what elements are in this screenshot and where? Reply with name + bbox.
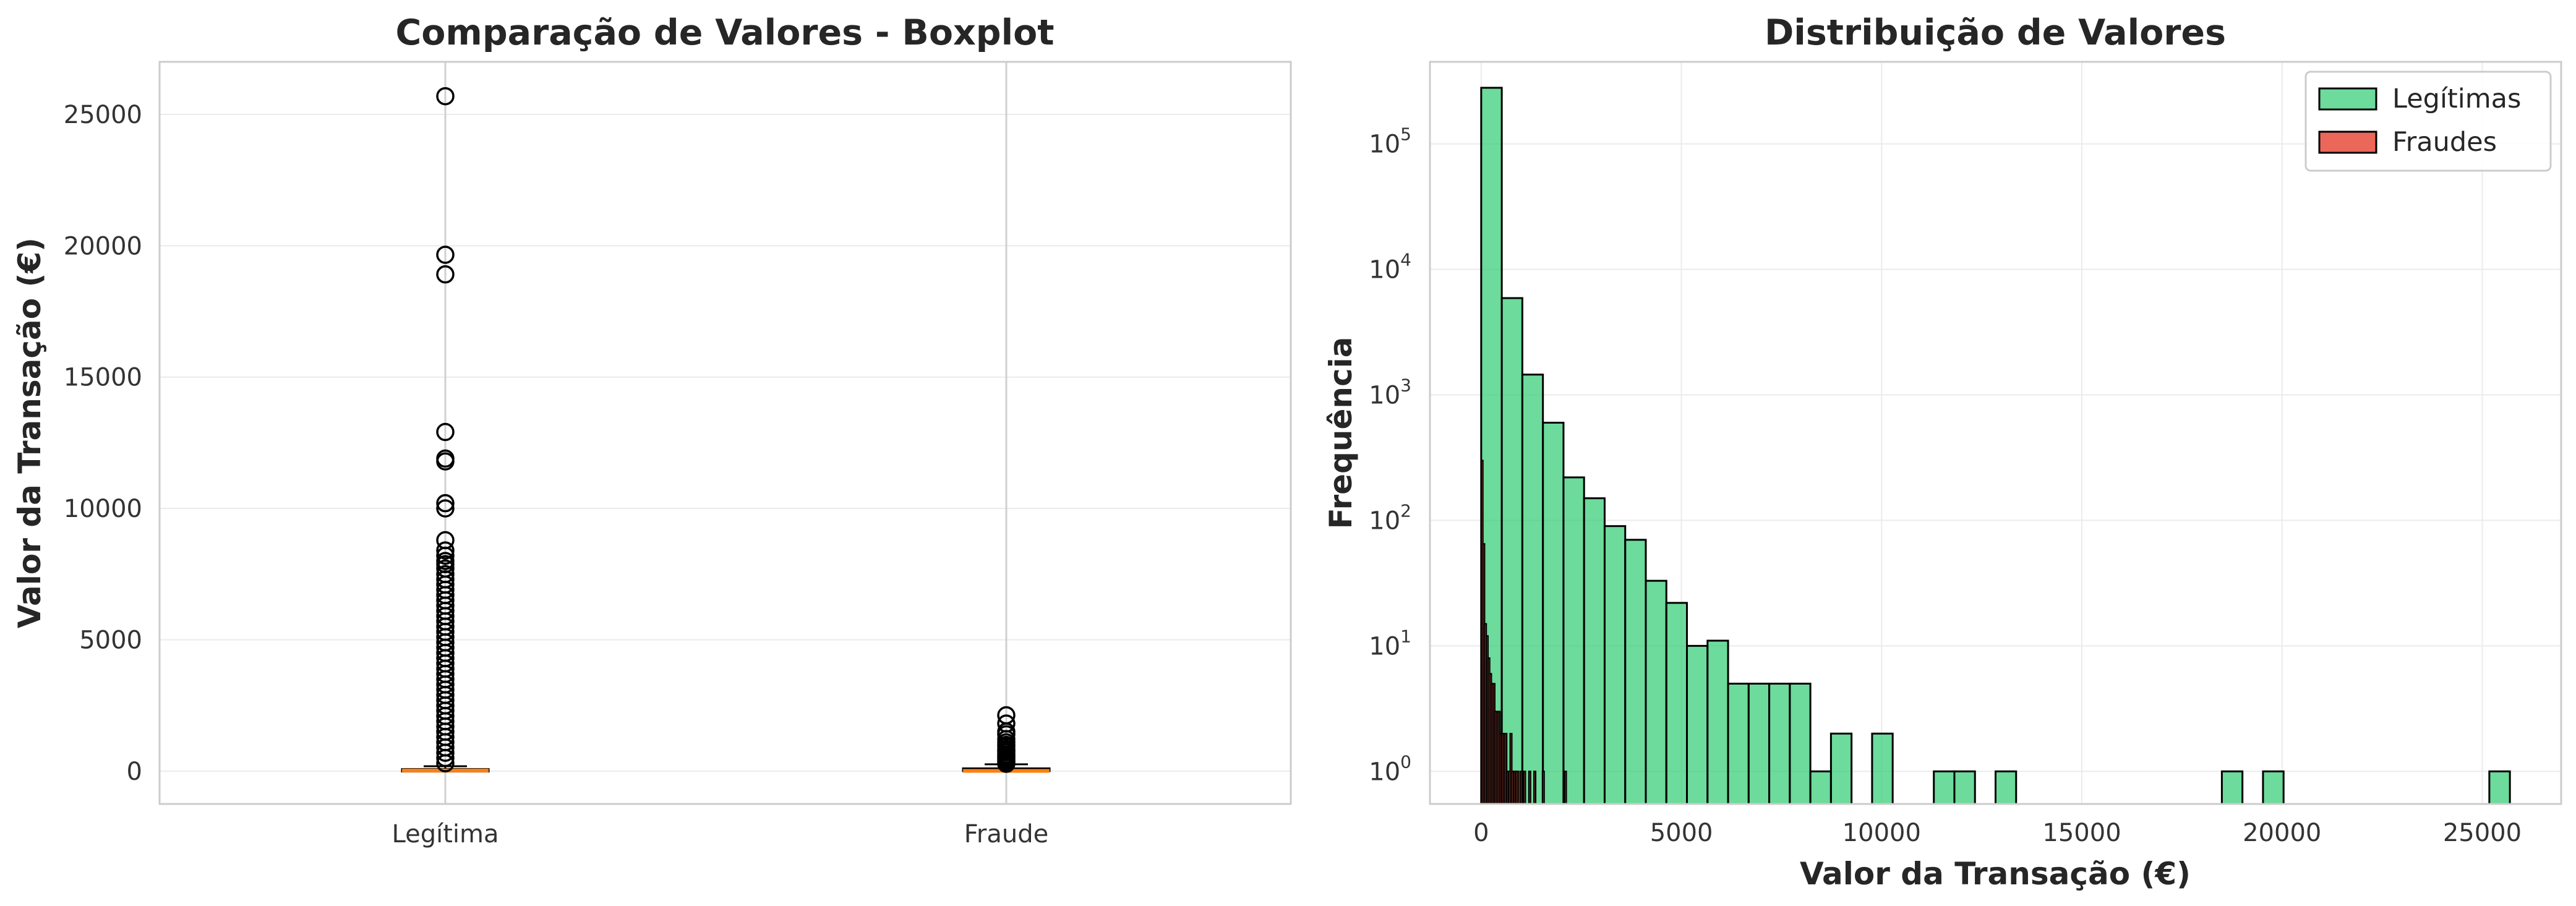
hist-bar	[1665, 602, 1688, 805]
box-outlier	[436, 743, 455, 762]
hist-ytick-label: 104	[1369, 250, 1411, 284]
boxplot-ticks: 0 5000 10000 15000 20000 25000 Legítima Fraude	[64, 101, 1048, 848]
boxplot-ytick-label: 15000	[64, 364, 142, 392]
hist-ytick-label: 105	[1369, 124, 1411, 159]
hist-bar	[2220, 770, 2244, 805]
histogram-title: Distribuição de Valores	[1765, 12, 2226, 53]
hist-bar	[1520, 771, 1523, 805]
boxplot-frame	[158, 61, 1292, 805]
hist-bar	[1542, 421, 1565, 805]
box-outlier	[436, 452, 455, 471]
hist-bar	[1562, 476, 1585, 805]
hist-bar	[1541, 771, 1545, 805]
boxplot-ytick-label: 25000	[64, 101, 142, 129]
legend-label-fraudes: Fraudes	[2392, 127, 2497, 158]
hist-bar	[1528, 771, 1531, 805]
legend-swatch-fraudes	[2318, 130, 2377, 154]
box-outlier	[997, 754, 1016, 773]
box-outlier	[436, 246, 455, 264]
box-outlier	[436, 87, 455, 106]
hist-ytick-label: 101	[1369, 626, 1411, 660]
boxplot-ylabel: Valor da Transação (€)	[12, 237, 48, 628]
hist-bar	[2262, 770, 2285, 805]
box-outlier	[436, 499, 455, 518]
box-outlier	[436, 546, 455, 565]
box-outlier	[436, 754, 455, 772]
histogram-legend: Legítimas Fraudes	[2304, 71, 2552, 172]
box-outlier	[436, 265, 455, 284]
hist-xtick-label: 20000	[2243, 819, 2321, 847]
hist-bar	[1603, 525, 1627, 805]
hist-bar	[1829, 732, 1853, 805]
histogram-panel: 0 5000 10000 15000 20000 25000100101102103104…	[1323, 12, 2562, 892]
hist-bar	[2488, 770, 2511, 805]
boxplot-grid	[160, 62, 1291, 804]
hist-bar	[1500, 297, 1523, 805]
hist-bar	[1995, 770, 2018, 805]
boxplot-plot-area	[160, 62, 1291, 804]
hist-xtick-label: 25000	[2443, 819, 2522, 847]
box-legitima	[401, 87, 490, 773]
histogram-ticks: 0 5000 10000 15000 20000 25000100101102103104…	[1369, 124, 2522, 847]
hist-bar	[1624, 539, 1647, 805]
hist-xtick-label: 5000	[1650, 819, 1713, 847]
hist-bar	[1871, 732, 1894, 805]
histogram-xlabel: Valor da Transação (€)	[1800, 856, 2191, 892]
hist-bar	[1516, 771, 1520, 805]
hist-ytick-exponent: 2	[1400, 500, 1411, 521]
hist-bar	[1706, 639, 1729, 805]
boxplot-marks	[401, 87, 1051, 773]
box-outlier	[436, 422, 455, 442]
boxplot-ytick-label: 5000	[79, 626, 142, 655]
histogram-ylabel: Frequência	[1323, 337, 1359, 529]
hist-series-legitimas	[1480, 87, 2511, 805]
hist-xtick-label: 0	[1473, 819, 1489, 847]
hist-bar	[1727, 682, 1750, 805]
hist-ytick-exponent: 1	[1400, 626, 1411, 646]
box-outlier	[436, 748, 455, 767]
box-outlier	[436, 494, 455, 513]
hist-bar	[1953, 770, 1976, 805]
boxplot-xtick-label: Legítima	[392, 820, 499, 848]
hist-xtick-label: 15000	[2042, 819, 2121, 847]
hist-bar	[1747, 682, 1771, 805]
boxplot-xtick-label: Fraude	[964, 820, 1048, 848]
box-fraude	[962, 706, 1051, 773]
hist-bar	[1686, 644, 1709, 805]
boxplot-ytick-label: 20000	[64, 232, 142, 260]
hist-ytick-exponent: 5	[1400, 124, 1411, 145]
box-outlier	[436, 541, 455, 560]
boxplot-ytick-label: 0	[127, 758, 142, 786]
hist-ytick-label: 103	[1369, 375, 1411, 409]
hist-bar	[1645, 579, 1667, 805]
legend-label-legitimas: Legítimas	[2392, 83, 2521, 114]
histogram-frame	[1429, 61, 2562, 805]
hist-bar	[1564, 771, 1567, 805]
hist-bar	[1533, 771, 1537, 805]
hist-bar	[1809, 770, 1832, 805]
hist-bar	[1789, 682, 1812, 805]
hist-ytick-label: 102	[1369, 500, 1411, 535]
hist-ytick-exponent: 0	[1400, 751, 1411, 772]
hist-bar	[1521, 374, 1544, 805]
hist-ytick-exponent: 4	[1400, 250, 1411, 270]
hist-bar	[1523, 771, 1526, 805]
legend-swatch-legitimas	[2318, 87, 2377, 111]
hist-bar	[1768, 682, 1791, 805]
boxplot-title: Comparação de Valores - Boxplot	[395, 12, 1054, 53]
hist-bar	[1933, 770, 1956, 805]
hist-ytick-label: 100	[1369, 751, 1411, 786]
hist-ytick-exponent: 3	[1400, 375, 1411, 395]
hist-bar	[1583, 497, 1606, 805]
hist-xtick-label: 10000	[1842, 819, 1921, 847]
boxplot-ytick-label: 10000	[64, 495, 142, 523]
